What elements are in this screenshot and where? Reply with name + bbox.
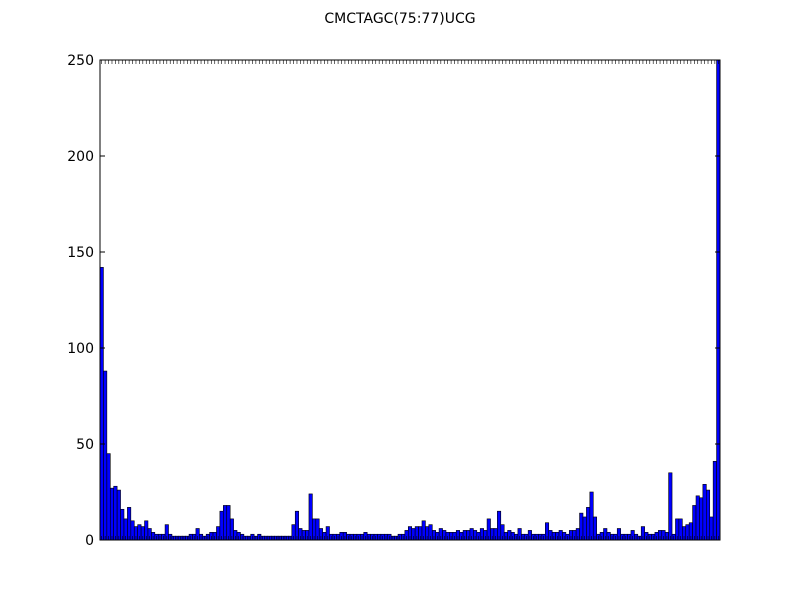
chart-title: CMCTAGC(75:77)UCG xyxy=(324,11,475,27)
bar xyxy=(120,508,125,541)
y-tick-label: 100 xyxy=(67,341,94,357)
bar xyxy=(692,505,697,541)
bar xyxy=(109,487,115,541)
bar xyxy=(497,510,502,541)
y-tick-label: 150 xyxy=(67,245,94,261)
y-tick-label: 50 xyxy=(76,437,94,453)
bar xyxy=(106,453,111,541)
y-tick-label: 0 xyxy=(85,533,94,549)
bar xyxy=(103,370,108,541)
bar xyxy=(716,59,721,541)
bar xyxy=(294,510,299,541)
plot-frame xyxy=(99,59,721,541)
bar xyxy=(705,489,711,541)
bar xyxy=(702,484,707,541)
bar xyxy=(308,493,313,541)
bar xyxy=(116,489,121,541)
bar xyxy=(223,505,228,541)
bar xyxy=(113,485,118,541)
y-tick-label: 250 xyxy=(67,53,94,69)
bar xyxy=(586,507,591,541)
bar xyxy=(695,495,700,541)
bar xyxy=(668,472,673,541)
bar xyxy=(99,267,104,541)
y-tick-label: 200 xyxy=(67,149,94,165)
bar xyxy=(712,460,717,541)
bar xyxy=(219,510,224,541)
bar xyxy=(589,491,594,541)
bar xyxy=(579,512,584,541)
bar xyxy=(226,505,231,541)
bar xyxy=(127,507,132,541)
bar xyxy=(699,497,704,541)
